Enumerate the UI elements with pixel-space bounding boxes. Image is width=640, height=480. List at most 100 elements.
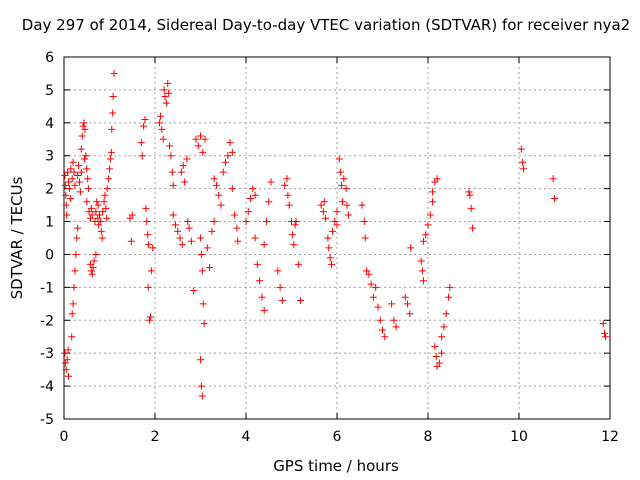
- data-point: [206, 264, 214, 272]
- y-axis-label: SDTVAR / TECUs: [8, 176, 26, 299]
- data-point: [179, 162, 187, 170]
- data-point: [79, 122, 87, 130]
- data-point: [390, 316, 398, 324]
- data-point: [67, 165, 75, 173]
- data-point: [72, 250, 80, 258]
- data-point: [61, 349, 69, 357]
- data-point: [174, 227, 182, 235]
- data-point: [361, 234, 369, 242]
- data-point: [231, 211, 239, 219]
- data-point: [234, 237, 242, 245]
- data-point: [433, 175, 441, 183]
- data-point: [68, 333, 76, 341]
- y-tick-label: -2: [40, 313, 54, 329]
- data-point: [169, 181, 177, 189]
- data-point: [61, 359, 69, 367]
- y-tick-label: -5: [40, 412, 54, 428]
- data-point: [374, 303, 382, 311]
- data-point: [260, 241, 268, 249]
- x-axis-label: GPS time / hours: [273, 457, 399, 475]
- data-point: [145, 241, 153, 249]
- y-tick-label: -3: [40, 346, 54, 362]
- data-point: [108, 125, 116, 133]
- data-point: [262, 218, 270, 226]
- data-point: [228, 185, 236, 193]
- data-point: [106, 155, 114, 163]
- data-point: [90, 257, 98, 265]
- data-point: [288, 231, 296, 239]
- data-point: [265, 198, 273, 206]
- data-point: [392, 323, 400, 331]
- x-tick-label: 12: [601, 429, 619, 445]
- data-point: [251, 234, 259, 242]
- data-point: [217, 201, 225, 209]
- data-point: [338, 198, 346, 206]
- data-point: [198, 267, 206, 275]
- data-point: [360, 218, 368, 226]
- data-point: [185, 224, 193, 232]
- data-point: [80, 119, 88, 127]
- data-point: [358, 201, 366, 209]
- data-point: [247, 195, 255, 203]
- data-point: [446, 283, 454, 291]
- data-point: [520, 165, 528, 173]
- data-point: [141, 116, 149, 124]
- data-point: [285, 201, 293, 209]
- y-tick-label: -4: [40, 379, 54, 395]
- data-point: [365, 270, 373, 278]
- data-point: [96, 218, 104, 226]
- data-point: [65, 178, 73, 186]
- data-point: [190, 287, 198, 295]
- x-tick-label: 0: [60, 429, 69, 445]
- data-point: [87, 204, 95, 212]
- data-point: [424, 221, 432, 229]
- data-point: [435, 359, 443, 367]
- data-point: [208, 227, 216, 235]
- data-point: [340, 175, 348, 183]
- data-point: [77, 168, 85, 176]
- data-point: [328, 227, 336, 235]
- y-tick-label: 4: [45, 116, 54, 132]
- data-point: [210, 218, 218, 226]
- x-tick-label: 6: [333, 429, 342, 445]
- data-point: [407, 244, 415, 252]
- data-point: [192, 135, 200, 143]
- y-tick-label: 6: [45, 50, 54, 66]
- data-point: [68, 310, 76, 318]
- data-point: [228, 148, 236, 156]
- data-point: [167, 152, 175, 160]
- data-point: [276, 283, 284, 291]
- data-point: [103, 214, 111, 222]
- data-point: [381, 333, 389, 341]
- data-point: [338, 181, 346, 189]
- data-point: [325, 244, 333, 252]
- data-point: [80, 155, 88, 163]
- data-point: [290, 241, 298, 249]
- x-tick-label: 4: [242, 429, 251, 445]
- data-point: [73, 234, 81, 242]
- data-point: [343, 201, 351, 209]
- y-tick-label: 0: [45, 247, 54, 263]
- data-point: [210, 175, 218, 183]
- data-point: [212, 181, 220, 189]
- data-point: [367, 280, 375, 288]
- data-point: [197, 356, 204, 364]
- data-point: [109, 109, 117, 117]
- data-point: [197, 132, 204, 140]
- data-point: [68, 175, 76, 183]
- data-point: [161, 92, 169, 100]
- data-point: [344, 211, 352, 219]
- data-point: [199, 148, 207, 156]
- data-point: [164, 79, 172, 87]
- data-point: [342, 185, 350, 193]
- data-point: [69, 300, 77, 308]
- data-point: [184, 218, 192, 226]
- data-point: [109, 92, 117, 100]
- data-point: [440, 323, 448, 331]
- data-point: [147, 267, 155, 275]
- x-tick-label: 10: [510, 429, 528, 445]
- data-point: [138, 152, 146, 160]
- data-point: [194, 142, 202, 150]
- data-point: [183, 155, 191, 163]
